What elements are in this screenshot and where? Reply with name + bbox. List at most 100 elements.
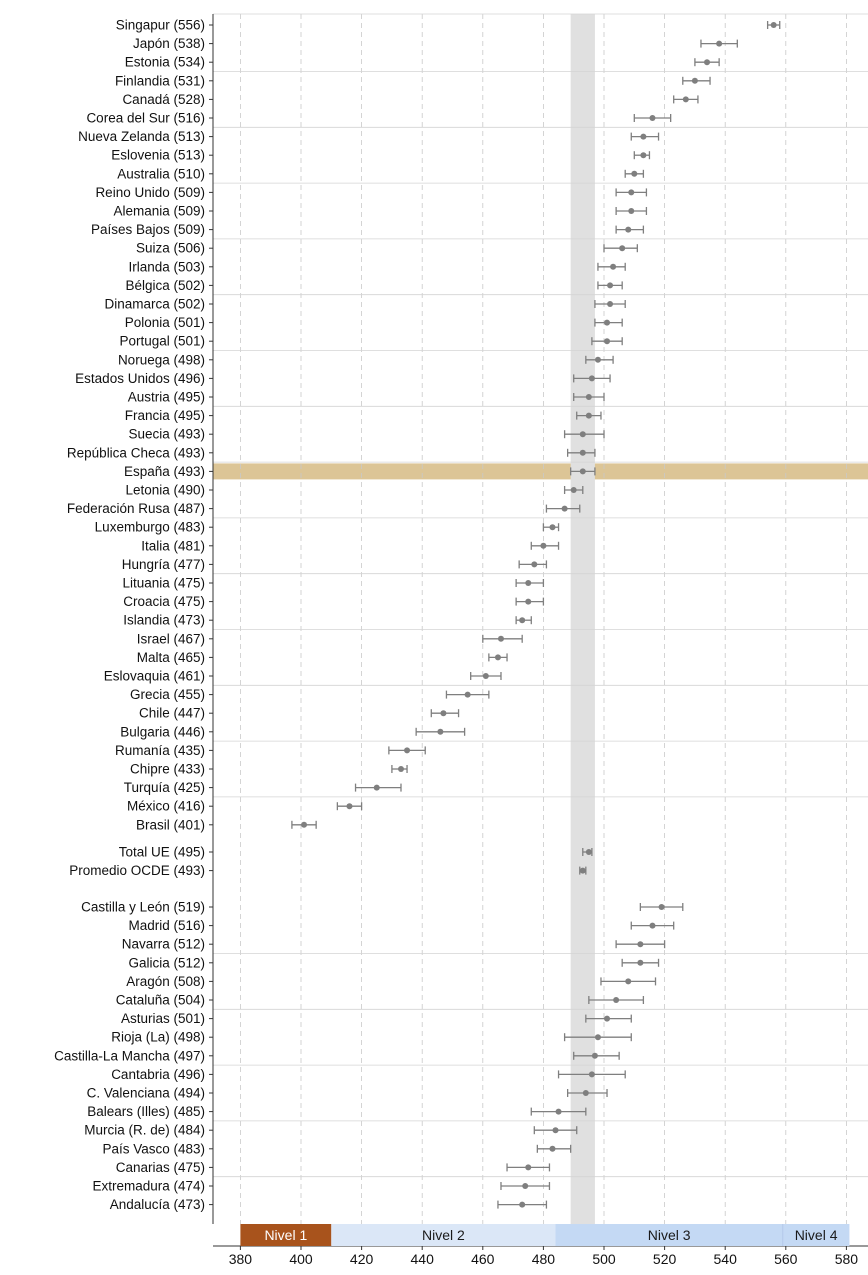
row-label: Andalucía (473) (110, 1197, 205, 1212)
data-point (301, 821, 308, 828)
data-point (588, 1071, 595, 1078)
row-label: Japón (538) (133, 36, 205, 51)
highlight-row-band (213, 463, 868, 480)
axis-layer (209, 14, 868, 1247)
data-point (525, 580, 532, 586)
data-point (582, 1090, 589, 1096)
marks-layer (291, 21, 781, 1209)
row-label: Chipre (433) (130, 762, 205, 777)
data-point (637, 941, 644, 948)
row-label: Suecia (493) (128, 427, 205, 442)
row-label: Castilla-La Mancha (497) (54, 1048, 205, 1063)
x-tick-label: 400 (289, 1251, 313, 1267)
data-point (658, 904, 665, 910)
row-label: Países Bajos (509) (91, 222, 205, 237)
x-tick-label: 560 (774, 1251, 798, 1267)
row-label: Israel (467) (137, 631, 205, 646)
row-label: España (493) (124, 464, 205, 479)
data-point (716, 40, 723, 47)
row-label: Canadá (528) (122, 92, 205, 107)
row-label: Cataluña (504) (116, 993, 205, 1008)
row-label: Bélgica (502) (125, 278, 205, 293)
row-label: Croacia (475) (123, 594, 205, 609)
data-point (610, 263, 617, 270)
row-label: Lituania (475) (122, 576, 205, 591)
data-point (691, 77, 698, 84)
row-label: Balears (Illes) (485) (87, 1104, 205, 1119)
data-point (649, 922, 656, 929)
data-point (397, 766, 404, 772)
x-tick-label: 580 (835, 1251, 859, 1267)
data-point (594, 1034, 601, 1041)
x-tick-label: 380 (229, 1251, 253, 1267)
row-label: Dinamarca (502) (104, 297, 205, 312)
data-point (373, 784, 380, 791)
data-point (346, 803, 353, 810)
row-label: Noruega (498) (118, 352, 205, 367)
data-point (631, 170, 638, 177)
data-point (519, 617, 526, 624)
data-point (579, 468, 586, 475)
data-point (619, 245, 626, 252)
data-point (440, 710, 447, 717)
data-point (607, 282, 614, 289)
level-bar (555, 1224, 783, 1246)
reference-band-layer (570, 14, 595, 1224)
row-label: Hungría (477) (122, 557, 205, 572)
row-separator-layer (213, 13, 868, 1178)
row-label: País Vasco (483) (102, 1141, 205, 1156)
data-point (604, 338, 611, 345)
row-label: Rioja (La) (498) (111, 1030, 205, 1045)
data-point (585, 394, 592, 400)
data-point (628, 189, 635, 196)
row-label: Asturias (501) (121, 1011, 205, 1026)
row-label: Polonia (501) (125, 315, 205, 330)
row-label: Finlandia (531) (115, 73, 205, 88)
level-bar (240, 1224, 332, 1246)
data-point (464, 691, 471, 698)
row-label: Estonia (534) (125, 55, 205, 70)
row-label: Eslovenia (513) (111, 148, 205, 163)
row-label: Australia (510) (117, 166, 205, 181)
row-label: Canarias (475) (116, 1160, 205, 1175)
row-label: Corea del Sur (516) (86, 111, 205, 126)
x-tick-label: 520 (653, 1251, 677, 1267)
row-label: Brasil (401) (136, 817, 205, 832)
x-tick-label: 500 (592, 1251, 616, 1267)
data-point (607, 301, 614, 307)
row-label: Alemania (509) (113, 204, 205, 219)
row-label: Cantabria (496) (111, 1067, 205, 1082)
data-point (625, 978, 632, 985)
row-label: Singapur (556) (116, 18, 205, 33)
row-label: Chile (447) (139, 706, 205, 721)
data-point (404, 747, 411, 754)
x-tick-label: 460 (471, 1251, 495, 1267)
level-label: Nivel 3 (648, 1227, 691, 1243)
x-tick-label: 540 (714, 1251, 738, 1267)
data-point (579, 449, 586, 456)
data-point (570, 487, 577, 493)
data-point (704, 59, 711, 66)
row-label: Federación Rusa (487) (67, 501, 205, 516)
data-point (649, 115, 656, 121)
level-label: Nivel 2 (422, 1227, 465, 1243)
reference-band (570, 14, 595, 1224)
row-label: Estados Unidos (496) (75, 371, 205, 386)
highlight-layer (213, 463, 868, 480)
data-point (552, 1127, 559, 1134)
x-tick-label: 420 (350, 1251, 374, 1267)
data-point (549, 524, 556, 531)
data-point (497, 635, 504, 642)
data-point (549, 1145, 556, 1152)
data-point (625, 226, 632, 233)
data-point (613, 997, 620, 1003)
data-point (540, 542, 547, 549)
data-point (579, 431, 586, 438)
data-point (525, 1164, 532, 1171)
data-point (591, 1052, 598, 1059)
level-bar (782, 1224, 850, 1246)
data-point (588, 375, 595, 382)
level-label: Nivel 1 (264, 1227, 307, 1243)
row-label: República Checa (493) (67, 445, 205, 460)
